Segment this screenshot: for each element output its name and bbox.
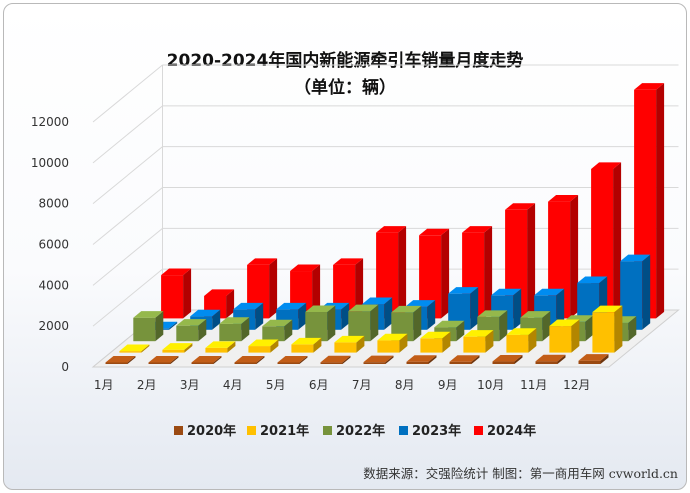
bar	[191, 355, 222, 364]
legend-label: 2022年	[336, 423, 385, 439]
legend-swatch	[247, 426, 256, 435]
series-2020年	[105, 354, 609, 364]
x-tick-label: 1月	[94, 378, 114, 392]
bar	[620, 254, 651, 330]
chart-title: 2020-2024年国内新能源牵引车销量月度走势	[166, 51, 524, 71]
bar	[549, 319, 580, 353]
x-tick-label: 5月	[266, 378, 286, 392]
bar	[105, 355, 136, 364]
bar	[506, 328, 537, 353]
legend-label: 2021年	[260, 423, 309, 439]
bar	[205, 341, 236, 353]
legend: 2020年 2021年 2022年 2023年 2024年	[174, 423, 536, 439]
bar	[592, 305, 623, 353]
bar	[363, 355, 394, 364]
bar	[119, 344, 150, 353]
bar	[348, 304, 379, 342]
bar	[377, 333, 408, 353]
legend-label: 2020年	[187, 423, 236, 439]
x-tick-label: 11月	[520, 378, 547, 392]
bar	[463, 330, 494, 353]
legend-swatch	[174, 426, 183, 435]
legend-item: 2022年	[323, 423, 385, 439]
bar	[492, 354, 523, 364]
bar	[291, 337, 322, 353]
bar	[376, 226, 407, 319]
bar	[161, 268, 192, 319]
legend-item: 2024年	[474, 423, 536, 439]
x-tick-label: 4月	[223, 378, 243, 392]
x-tick-label: 7月	[352, 378, 372, 392]
y-tick-label: 12000	[31, 115, 69, 129]
bar	[406, 355, 437, 364]
bar	[420, 331, 451, 353]
bar	[133, 311, 164, 342]
bar	[449, 355, 480, 364]
bar	[277, 355, 308, 364]
legend-label: 2023年	[412, 423, 461, 439]
bar	[248, 339, 279, 353]
bar	[234, 355, 265, 364]
y-tick-label: 2000	[38, 319, 69, 333]
x-tick-label: 2月	[137, 378, 157, 392]
bar	[176, 319, 207, 342]
y-tick-label: 0	[61, 360, 69, 374]
bar	[276, 302, 307, 330]
legend-swatch	[399, 426, 408, 435]
x-tick-label: 6月	[309, 378, 329, 392]
bar	[419, 228, 450, 319]
bar	[148, 355, 179, 364]
y-tick-label: 4000	[38, 278, 69, 292]
source-note: 数据来源：交强险统计 制图：第一商用车网 cvworld.cn	[363, 466, 678, 481]
chart-subtitle: （单位：辆）	[294, 78, 396, 98]
x-tick-label: 3月	[180, 378, 200, 392]
y-tick-label: 10000	[31, 156, 69, 170]
bar	[578, 354, 609, 364]
series-2021年	[119, 305, 623, 353]
bar	[391, 305, 422, 342]
legend-swatch	[474, 426, 483, 435]
series-2024年	[161, 83, 665, 319]
bar	[162, 343, 193, 353]
bar	[305, 305, 336, 342]
legend-swatch	[323, 426, 332, 435]
bar	[290, 264, 321, 319]
x-tick-label: 9月	[438, 378, 458, 392]
bar	[320, 355, 351, 364]
legend-item: 2023年	[399, 423, 461, 439]
y-tick-label: 6000	[38, 238, 69, 252]
bar	[262, 319, 293, 342]
y-tick-label: 8000	[38, 197, 69, 211]
legend-item: 2021年	[247, 423, 309, 439]
x-tick-label: 8月	[395, 378, 415, 392]
x-tick-label: 10月	[477, 378, 504, 392]
bar	[334, 335, 365, 353]
bar	[535, 354, 566, 364]
bar	[219, 317, 250, 342]
legend-label: 2024年	[487, 423, 536, 439]
series-2022年	[133, 304, 637, 342]
legend-item: 2020年	[174, 423, 236, 439]
x-tick-label: 12月	[563, 378, 590, 392]
